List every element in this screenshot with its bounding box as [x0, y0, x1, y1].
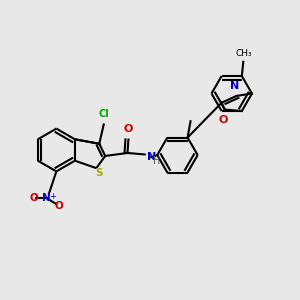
- Text: O: O: [124, 124, 133, 134]
- Text: H: H: [153, 156, 160, 166]
- Text: N: N: [230, 81, 240, 91]
- Text: O: O: [218, 115, 228, 125]
- Text: CH₃: CH₃: [235, 49, 252, 58]
- Text: O: O: [54, 201, 63, 211]
- Text: O: O: [29, 193, 38, 203]
- Text: N: N: [147, 152, 156, 162]
- Text: -: -: [34, 189, 38, 199]
- Text: S: S: [95, 169, 102, 178]
- Text: N: N: [42, 193, 51, 203]
- Text: +: +: [49, 192, 56, 201]
- Text: Cl: Cl: [98, 109, 109, 119]
